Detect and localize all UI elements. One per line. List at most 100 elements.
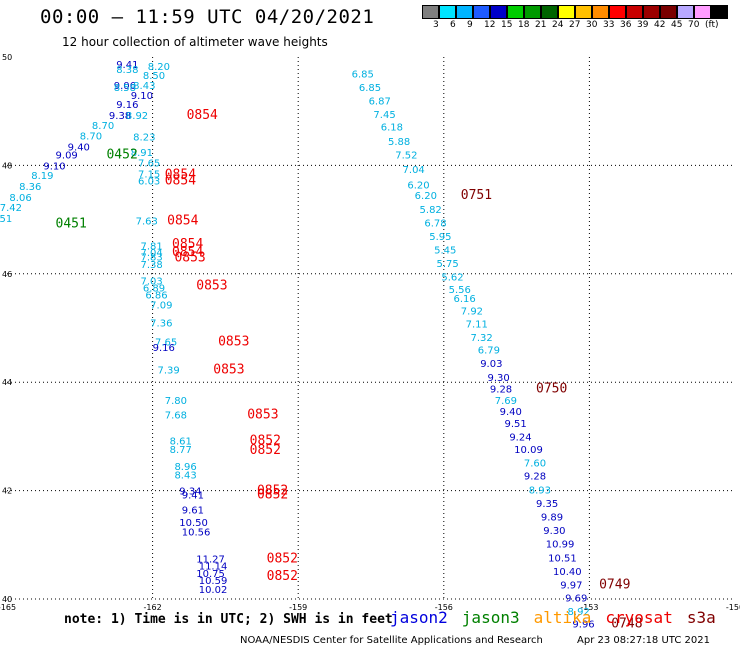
wave-height-label: 7.51	[0, 214, 12, 225]
wave-height-label: 11.14	[199, 561, 228, 572]
wave-height-label: 9.40	[68, 142, 90, 153]
wave-height-label: 6.89	[143, 283, 165, 294]
pass-time-label: 0852	[257, 487, 288, 502]
wave-height-label: 9.40	[500, 407, 522, 418]
legend-swatch	[439, 5, 456, 19]
x-tick-label: -156	[435, 603, 453, 612]
wave-height-label: 7.36	[150, 319, 172, 330]
wave-height-label: 6.86	[145, 290, 167, 301]
pass-time-label: 0852	[250, 443, 281, 458]
wave-height-label: 7.39	[157, 366, 179, 377]
legend-swatch	[660, 5, 677, 19]
wave-height-label: 9.30	[487, 373, 509, 384]
wave-height-label: 5.45	[434, 245, 456, 256]
wave-height-label: 6.16	[454, 294, 476, 305]
wave-height-label: 8.43	[133, 81, 155, 92]
wave-height-label: 8.36	[19, 182, 41, 193]
wave-height-label: 8.92	[568, 607, 590, 618]
wave-height-label: 8.92	[126, 111, 148, 122]
legend-label: 6	[450, 20, 456, 30]
pass-time-label: 0854	[187, 108, 218, 123]
x-tick-label: -162	[144, 603, 162, 612]
pass-time-label: 0854	[172, 237, 203, 252]
legend-label: (ft)	[705, 20, 719, 30]
wave-height-label: 7.32	[470, 333, 492, 344]
legend-swatch	[456, 5, 473, 19]
legend-label: 42	[654, 20, 666, 30]
page-subtitle: 12 hour collection of altimeter wave hei…	[62, 35, 328, 49]
pass-time-label: 0853	[174, 251, 205, 266]
wave-height-label: 10.99	[546, 540, 575, 551]
legend-swatch	[422, 5, 439, 19]
legend-swatch	[694, 5, 711, 19]
pass-time-label: 0452	[106, 148, 137, 163]
wave-height-label: 10.09	[514, 445, 543, 456]
legend-label: 12	[484, 20, 496, 30]
wave-height-label: 9.10	[43, 161, 65, 172]
wave-height-label: 8.38	[116, 65, 138, 76]
wave-height-label: 9.28	[524, 471, 546, 482]
wave-height-label: 10.51	[548, 553, 577, 564]
wave-height-label: 7.42	[0, 203, 22, 214]
x-tick-label: -159	[289, 603, 307, 612]
wave-height-label: 7.65	[155, 338, 177, 349]
satellite-legend: jason2 jason3 altika cryosat s3a	[390, 608, 730, 627]
legend-swatch	[490, 5, 507, 19]
wave-height-label: 7.83	[140, 252, 162, 263]
wave-height-label: 9.28	[490, 385, 512, 396]
pass-time-label: 0750	[536, 382, 567, 397]
wave-height-label: 6.03	[138, 177, 160, 188]
satellite-jason2: jason2	[390, 608, 448, 627]
pass-time-label: 0853	[213, 363, 244, 378]
wave-height-label: 8.23	[133, 133, 155, 144]
wave-height-label: 8.91	[131, 148, 153, 159]
wave-height-label: 8.93	[529, 486, 551, 497]
y-tick-label: 42	[2, 487, 12, 496]
pass-time-label: 0852	[267, 551, 298, 566]
legend-label: 15	[501, 20, 513, 30]
wave-height-label: 7.92	[461, 307, 483, 318]
x-tick-label: -165	[0, 603, 16, 612]
wave-height-label: 7.38	[140, 260, 162, 271]
legend-swatch	[711, 5, 728, 19]
wave-height-label: 9.16	[116, 100, 138, 111]
color-legend-labels: 3 6 9 12 15 18 21 24 27 30 33 36 39 42 45 70 (ft)	[422, 20, 740, 34]
wave-height-label: 9.96	[572, 619, 594, 630]
wave-height-label: 9.41	[116, 60, 138, 71]
wave-height-label: 6.79	[478, 346, 500, 357]
legend-label: 45	[671, 20, 683, 30]
wave-height-label: 9.03	[480, 359, 502, 370]
wave-height-label: 9.16	[153, 343, 175, 354]
pass-time-label: 0852	[257, 484, 288, 499]
wave-height-label: 10.02	[199, 585, 228, 596]
legend-swatch	[626, 5, 643, 19]
wave-height-label: 7.03	[140, 276, 162, 287]
wave-height-label: 7.52	[395, 151, 417, 162]
wave-height-label: 9.24	[509, 432, 531, 443]
pass-time-label: 0854	[167, 214, 198, 229]
pass-time-label: 0854	[165, 174, 196, 189]
wave-height-label: 7.63	[136, 217, 158, 228]
legend-label: 39	[637, 20, 649, 30]
wave-height-label: 8.19	[31, 171, 53, 182]
pass-time-label: 0751	[461, 188, 492, 203]
wave-height-label: 10.56	[182, 527, 211, 538]
wave-height-label: 8.96	[174, 462, 196, 473]
wave-height-label: 9.06	[114, 81, 136, 92]
wave-height-label: 6.85	[359, 83, 381, 94]
wave-height-label: 8.77	[170, 445, 192, 456]
wave-height-label: 7.68	[165, 411, 187, 422]
y-tick-label: 46	[2, 270, 12, 279]
pass-time-label: 0749	[599, 577, 630, 592]
wave-height-label: 10.50	[179, 518, 208, 529]
wave-height-label: 9.69	[565, 593, 587, 604]
wave-height-label: 7.09	[150, 301, 172, 312]
pass-time-label: 0451	[56, 216, 87, 231]
wave-height-label: 9.41	[182, 490, 204, 501]
wave-height-label: 8.70	[92, 121, 114, 132]
page-title: 00:00 – 11:59 UTC 04/20/2021	[40, 6, 375, 28]
wave-height-label: 8.20	[148, 62, 170, 73]
wave-height-label: 6.18	[381, 122, 403, 133]
wave-height-label: 6.20	[415, 191, 437, 202]
